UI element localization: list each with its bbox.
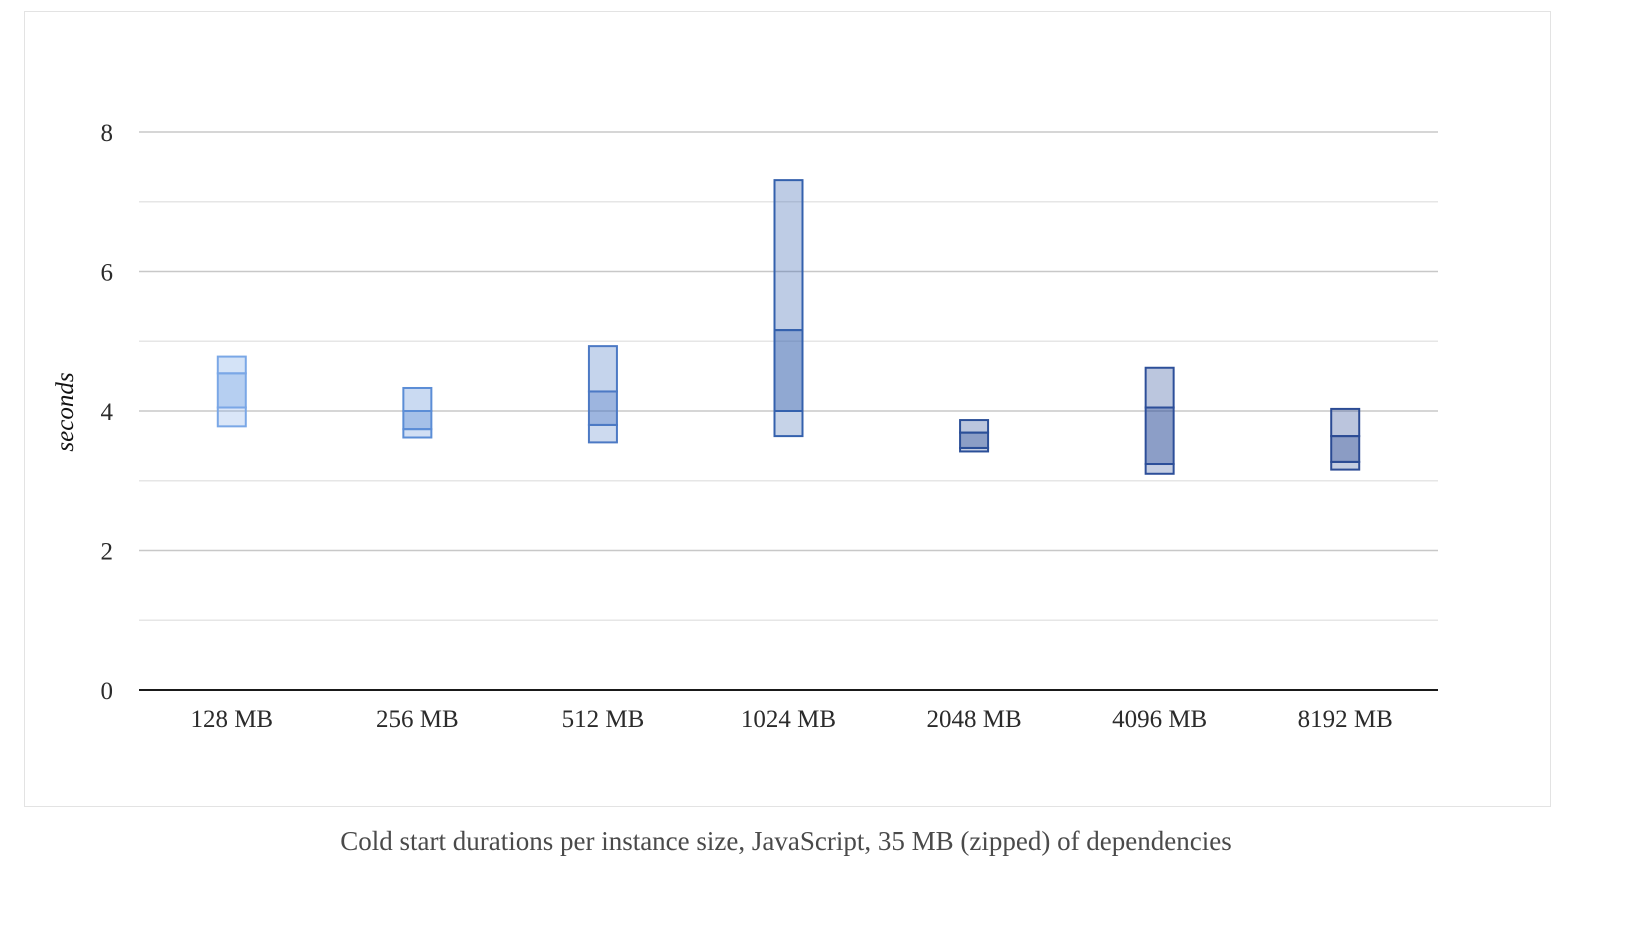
middle-segment bbox=[773, 329, 804, 412]
y-tick-label: 0 bbox=[101, 678, 114, 705]
box-5 bbox=[1144, 366, 1175, 475]
chart-caption: Cold start durations per instance size, … bbox=[340, 826, 1232, 856]
x-tick-label: 1024 MB bbox=[741, 706, 836, 733]
upper-segment bbox=[1330, 407, 1361, 438]
y-tick-label: 8 bbox=[101, 120, 114, 147]
middle-segment bbox=[587, 390, 618, 426]
y-tick-label: 2 bbox=[101, 539, 114, 566]
upper-segment bbox=[587, 345, 618, 393]
middle-segment bbox=[216, 372, 247, 409]
upper-segment bbox=[402, 386, 433, 413]
x-tick-label: 512 MB bbox=[562, 706, 645, 733]
y-tick-label: 6 bbox=[101, 260, 114, 287]
box-4 bbox=[959, 419, 990, 453]
middle-segment bbox=[1144, 406, 1175, 466]
lower-segment bbox=[959, 446, 990, 453]
box-6 bbox=[1330, 407, 1361, 471]
y-tick-labels: 0 2 4 6 8 bbox=[101, 120, 114, 705]
middle-segment bbox=[1330, 435, 1361, 463]
lower-segment bbox=[587, 423, 618, 444]
lower-segment bbox=[216, 406, 247, 428]
upper-segment bbox=[1144, 366, 1175, 409]
lower-segment bbox=[1144, 463, 1175, 475]
x-tick-label: 8192 MB bbox=[1298, 706, 1393, 733]
upper-segment bbox=[773, 179, 804, 332]
box-series bbox=[216, 179, 1361, 475]
lower-segment bbox=[402, 428, 433, 439]
x-tick-label: 128 MB bbox=[190, 706, 273, 733]
x-tick-label: 256 MB bbox=[376, 706, 459, 733]
lower-segment bbox=[773, 410, 804, 438]
middle-segment bbox=[959, 431, 990, 449]
upper-segment bbox=[959, 419, 990, 434]
y-axis-label: seconds bbox=[52, 372, 79, 451]
box-0 bbox=[216, 355, 247, 428]
y-tick-label: 4 bbox=[101, 399, 114, 426]
middle-segment bbox=[402, 410, 433, 431]
x-tick-labels: 128 MB 256 MB 512 MB 1024 MB 2048 MB 4096 MB 8… bbox=[190, 706, 1392, 733]
x-tick-label: 4096 MB bbox=[1112, 706, 1207, 733]
box-1 bbox=[402, 386, 433, 439]
box-3 bbox=[773, 179, 804, 438]
lower-segment bbox=[1330, 460, 1361, 471]
box-2 bbox=[587, 345, 618, 444]
x-tick-label: 2048 MB bbox=[926, 706, 1021, 733]
upper-segment bbox=[216, 355, 247, 375]
